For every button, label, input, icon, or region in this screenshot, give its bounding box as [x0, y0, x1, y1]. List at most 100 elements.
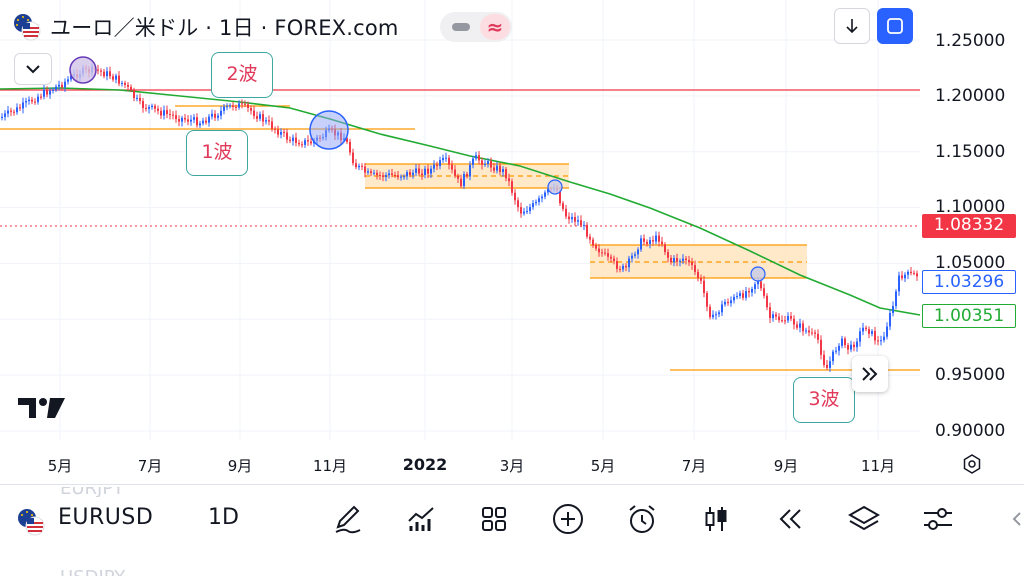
arrow-down-icon [846, 19, 858, 34]
wave-3-label[interactable]: 3波 [793, 377, 855, 423]
current-price-badge: 1.08332 [922, 214, 1016, 238]
candle-body [454, 169, 456, 176]
candle-body [421, 173, 423, 176]
candle-body [52, 89, 54, 91]
symbol-selector[interactable]: EURUSD [58, 505, 154, 530]
candle-body [649, 240, 651, 244]
candle-body [709, 306, 711, 318]
candle-body [46, 89, 48, 95]
candle-body [886, 326, 888, 337]
candle-body [10, 110, 12, 112]
symbol-carousel-next[interactable]: USDJPY [60, 563, 125, 576]
replay-icon[interactable] [772, 501, 808, 537]
moving-average-badge: 1.00351 [922, 304, 1016, 328]
candle-body [820, 339, 822, 355]
download-button[interactable] [834, 8, 870, 44]
candle-body [826, 364, 828, 368]
compare-toggle[interactable]: ≈ [440, 12, 512, 42]
candle-body [697, 271, 699, 279]
marker-circles [69, 56, 766, 282]
candles-chart-type-icon[interactable] [698, 501, 734, 537]
candle-body [733, 296, 735, 301]
candle-body [565, 208, 567, 217]
templates-grid-icon[interactable] [476, 501, 512, 537]
candle-body [151, 105, 153, 108]
candle-body [625, 265, 627, 268]
layers-icon[interactable] [846, 501, 882, 537]
candle-body [484, 163, 486, 165]
symbol-carousel-prev[interactable]: EURJPY [60, 487, 124, 497]
wave-1-label[interactable]: 1波 [186, 130, 248, 176]
candle-body [301, 144, 303, 146]
candle-body [67, 79, 69, 82]
candle-body [415, 168, 417, 173]
candle-body [847, 345, 849, 350]
candle-body [811, 332, 813, 334]
settings-sliders-icon[interactable] [920, 501, 956, 537]
candle-body [535, 201, 537, 204]
candle-body [289, 139, 291, 141]
candle-body [130, 86, 132, 91]
candle-body [139, 97, 141, 102]
candle-body [103, 71, 105, 77]
axis-settings-icon[interactable] [960, 452, 984, 476]
chevron-left-icon[interactable] [1000, 501, 1024, 537]
candle-body [232, 105, 234, 107]
candle-body [547, 188, 549, 193]
candle-body [238, 103, 240, 108]
candle-body [235, 106, 237, 108]
candle-body [124, 82, 126, 85]
candle-body [757, 281, 759, 285]
candle-body [862, 327, 864, 332]
candle-body [568, 216, 570, 220]
time-tick: 7月 [681, 457, 707, 475]
candle-body [799, 323, 801, 328]
candle-body [751, 288, 753, 293]
price-tick: 1.10000 [935, 197, 1006, 217]
add-plus-icon[interactable] [550, 501, 586, 537]
candle-body [457, 175, 459, 179]
candle-body [265, 120, 267, 122]
candle-body [724, 301, 726, 305]
indicators-icon[interactable] [403, 501, 439, 537]
candle-body [511, 181, 513, 193]
compare-approx-button[interactable]: ≈ [480, 14, 510, 40]
candle-body [532, 203, 534, 208]
candle-body [778, 316, 780, 321]
alert-clock-icon[interactable] [624, 501, 660, 537]
candle-body [505, 169, 507, 179]
candle-body [475, 155, 477, 159]
price-tick: 1.25000 [935, 31, 1006, 51]
candle-body [223, 106, 225, 111]
candle-body [616, 261, 618, 269]
draw-pen-icon[interactable] [330, 501, 366, 537]
time-tick: 3月 [499, 457, 525, 475]
candle-body [727, 301, 729, 304]
wave-2-label[interactable]: 2波 [211, 52, 273, 98]
candle-body [400, 176, 402, 178]
candle-body [250, 107, 252, 111]
candle-body [109, 71, 111, 77]
candle-body [148, 107, 150, 109]
candle-body [40, 96, 42, 98]
candle-body [43, 89, 45, 97]
candle-body [304, 140, 306, 145]
scroll-to-realtime-button[interactable] [852, 356, 888, 392]
interval-selector[interactable]: 1D [208, 505, 239, 530]
candle-body [193, 117, 195, 120]
price-chart[interactable] [0, 0, 1024, 480]
fullscreen-button[interactable] [877, 8, 913, 44]
candle-body [604, 252, 606, 254]
candle-body [700, 278, 702, 281]
candle-body [646, 241, 648, 244]
candle-body [871, 331, 873, 334]
candle-body [430, 168, 432, 174]
candle-body [31, 99, 33, 102]
collapse-legend-button[interactable] [14, 53, 52, 85]
candle-body [763, 288, 765, 296]
minus-icon[interactable] [452, 23, 470, 31]
candle-body [619, 268, 621, 270]
candle-body [523, 211, 525, 214]
candle-body [187, 119, 189, 122]
candle-body [346, 138, 348, 142]
